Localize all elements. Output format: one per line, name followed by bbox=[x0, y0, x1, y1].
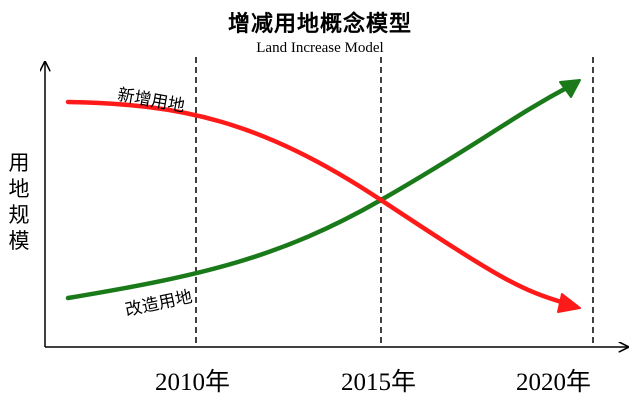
diagram-subtitle: Land Increase Model bbox=[256, 40, 384, 56]
y-axis-label: 用地规模 bbox=[4, 150, 34, 254]
renovated-land-curve bbox=[65, 83, 573, 301]
y-axis-label-char: 规 bbox=[8, 203, 30, 227]
y-axis-label-char: 用 bbox=[8, 151, 30, 175]
y-axis-label-char: 地 bbox=[8, 177, 30, 201]
renovated-land-arrowhead bbox=[559, 79, 581, 98]
x-tick-2020: 2020年 bbox=[516, 369, 592, 396]
x-tick-2015: 2015年 bbox=[341, 369, 417, 396]
new-land-curve bbox=[65, 99, 571, 307]
diagram-title: 增减用地概念模型 bbox=[227, 12, 412, 37]
y-axis-label-char: 模 bbox=[8, 229, 30, 253]
new-land-arrowhead bbox=[557, 293, 581, 313]
x-tick-2010: 2010年 bbox=[155, 369, 231, 396]
